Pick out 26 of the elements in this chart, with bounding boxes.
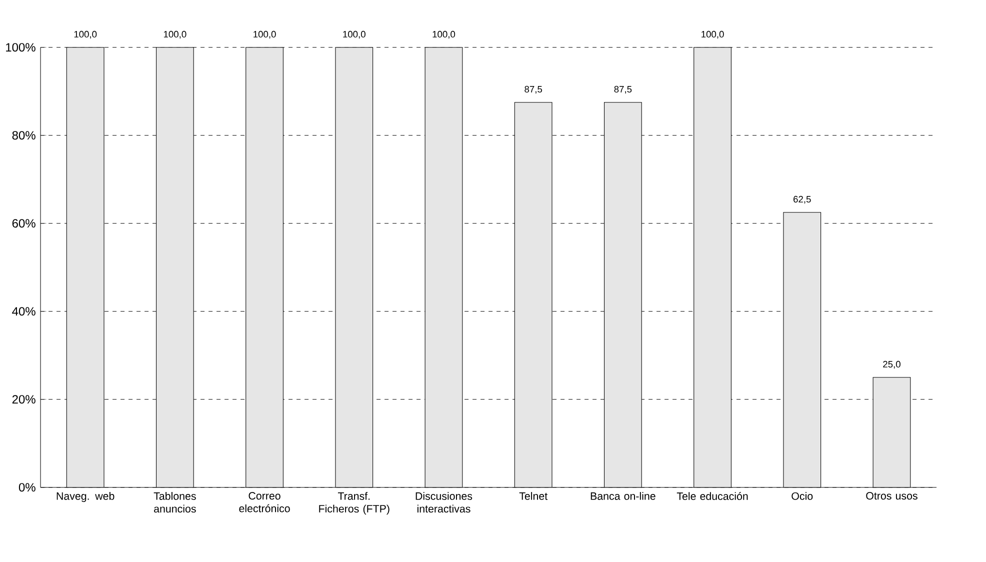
data-label: 62,5 (794, 196, 811, 204)
data-label: 87,5 (614, 86, 632, 94)
y-tick-label: 60% (12, 219, 36, 228)
data-label: 25,0 (883, 360, 900, 369)
y-tick-label: 40% (12, 307, 36, 316)
data-label: 100,0 (702, 30, 724, 39)
x-tick-label: Ocio (792, 492, 813, 500)
data-label: 100,0 (254, 30, 276, 39)
x-tick-label: Tablones anuncios (154, 492, 196, 513)
y-tick-label: 0% (18, 483, 36, 492)
y-tick-label: 20% (12, 395, 36, 404)
x-tick-label: Correo electrónico (239, 492, 290, 512)
data-label: 100,0 (164, 30, 186, 39)
y-tick-label: 80% (12, 131, 36, 140)
x-tick-label: Otros usos (866, 492, 918, 500)
data-label: 100,0 (343, 30, 366, 39)
y-tick-label: 100% (6, 43, 36, 52)
x-tick-label: Telnet (519, 492, 548, 500)
x-tick-label: Tele educación (676, 492, 748, 500)
data-label: 100,0 (74, 30, 97, 39)
x-tick-label: Naveg. web (56, 492, 114, 502)
data-label: 87,5 (524, 86, 542, 94)
x-tick-label: Banca on-line (590, 492, 656, 500)
x-tick-label: Transf. Ficheros (FTP) (319, 492, 390, 515)
x-tick-label: Discusiones interactivas (416, 492, 472, 513)
data-label: 100,0 (432, 30, 456, 39)
